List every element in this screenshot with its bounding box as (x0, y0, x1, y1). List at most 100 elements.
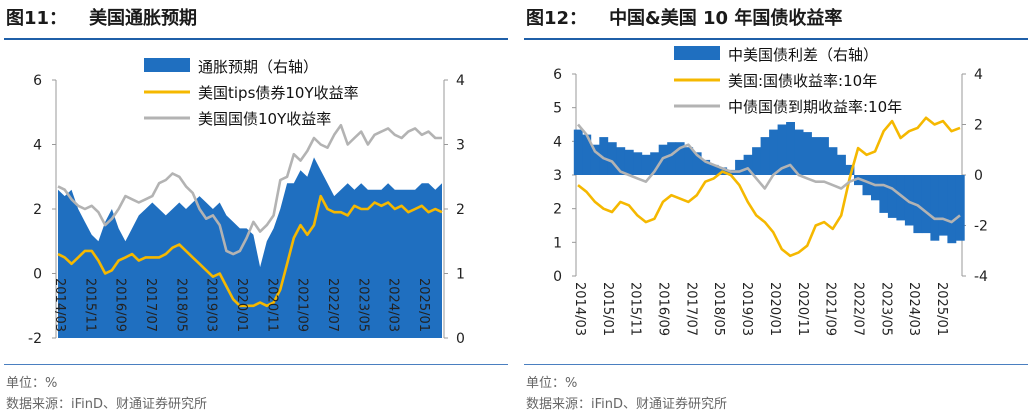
title-rule (4, 38, 508, 40)
legend-label: 美国tips债券10Y收益率 (198, 84, 359, 102)
spread-bar (667, 142, 677, 175)
spread-bar (930, 175, 940, 241)
left-tick-label: 6 (33, 73, 42, 89)
legend-swatch (674, 46, 720, 60)
spread-bar (573, 129, 583, 175)
x-tick-label: 2022/07 (851, 282, 866, 336)
spread-bar (955, 175, 965, 241)
chart-title: 图11： 美国通胀预期 (6, 4, 197, 30)
spread-bar (684, 147, 694, 175)
x-tick-label: 2023/05 (355, 278, 370, 332)
spread-bar (582, 134, 592, 175)
spread-bar (811, 137, 821, 175)
right-tick-label: 0 (974, 168, 983, 184)
series-line-2 (57, 123, 442, 256)
x-tick-label: 2018/05 (173, 278, 188, 332)
footer-rule (4, 364, 508, 365)
spread-bar (786, 122, 795, 175)
right-tick-label: 4 (974, 67, 983, 83)
figure-title: 美国通胀预期 (89, 8, 198, 29)
spread-bar (599, 137, 609, 175)
x-tick-label: 2014/03 (572, 282, 587, 336)
right-tick-label: -2 (974, 219, 988, 235)
x-tick-label: 2020/11 (264, 278, 279, 332)
figure-number: 图11： (6, 8, 68, 29)
x-tick-label: 2024/03 (906, 282, 921, 336)
series-line-1 (57, 194, 443, 308)
spread-bar (769, 129, 778, 175)
spread-bar (828, 147, 838, 175)
legend-label: 美国:国债收益率:10年 (728, 72, 877, 90)
spread-bar (921, 175, 931, 234)
left-tick-label: 5 (553, 101, 562, 117)
x-tick-label: 2017/07 (143, 278, 158, 332)
spread-bar (862, 175, 872, 196)
left-tick-label: -2 (28, 331, 42, 347)
unit-note: 单位：% (6, 376, 58, 391)
x-tick-label: 2021/09 (295, 278, 310, 332)
spread-bar (904, 175, 914, 226)
left-tick-label: 1 (553, 235, 562, 251)
spread-bar (633, 152, 643, 175)
footer-rule (524, 364, 1028, 365)
spread-bar (820, 137, 829, 175)
x-tick-label: 2020/11 (795, 282, 810, 336)
right-tick-label: -4 (974, 269, 988, 285)
right-tick-label: 1 (456, 267, 465, 283)
x-tick-label: 2022/07 (325, 278, 340, 332)
right-tick-label: 2 (456, 202, 465, 218)
yield-chart: 0 1 2 3 4 5 6 -4 -2 0 2 4 2014/03 2015/01 2015/11 2016/… (553, 46, 988, 336)
chart-panel-inflation: 图11： 美国通胀预期 -2 0 2 4 6 0 1 2 3 4 2014/03 2015/11 2016… (4, 0, 512, 414)
right-tick-label: 2 (974, 118, 983, 134)
x-tick-label: 2019/03 (739, 282, 754, 336)
x-tick-label: 2023/05 (878, 282, 893, 336)
x-tick-label: 2014/03 (52, 278, 67, 332)
x-tick-label: 2016/09 (113, 278, 128, 332)
legend-swatch (144, 58, 190, 72)
right-tick-label: 0 (456, 331, 465, 347)
spread-bar (803, 132, 812, 175)
spread-bar (590, 144, 600, 175)
right-tick-label: 3 (456, 138, 465, 154)
spread-bar (701, 159, 711, 175)
x-tick-label: 2015/11 (82, 278, 97, 332)
legend-label: 通胀预期（右轴） (198, 58, 318, 76)
left-tick-label: 3 (553, 168, 562, 184)
x-tick-label: 2019/03 (204, 278, 219, 332)
left-tick-label: 6 (553, 67, 562, 83)
source-note: 数据来源：iFinD、财通证券研究所 (6, 397, 208, 412)
series-line-1 (577, 116, 961, 258)
spread-bar (777, 124, 787, 175)
x-tick-label: 2021/09 (823, 282, 838, 336)
spread-bar (735, 159, 744, 175)
x-tick-label: 2018/05 (711, 282, 726, 336)
spread-bar (692, 152, 702, 175)
x-tick-label: 2015/11 (628, 282, 643, 336)
figure-number: 图12： (526, 8, 588, 29)
spread-bar (794, 129, 804, 175)
chart-panel-yields: 图12： 中国&美国 10 年国债收益率 0 1 2 3 4 5 6 -4 -2 0 2 4 2014/0… (524, 0, 1032, 414)
spread-bar (760, 137, 770, 175)
legend-label: 美国国债10Y收益率 (198, 110, 331, 128)
left-tick-label: 2 (33, 202, 42, 218)
inflation-chart: -2 0 2 4 6 0 1 2 3 4 2014/03 2015/11 2016/09 2017/07 2… (28, 58, 465, 347)
spread-bar (709, 164, 719, 175)
spread-bar (624, 149, 634, 176)
figure-title: 中国&美国 10 年国债收益率 (609, 8, 843, 29)
x-tick-label: 2025/01 (934, 282, 949, 336)
unit-note: 单位：% (526, 376, 578, 391)
left-tick-label: 0 (33, 267, 42, 283)
legend-label: 中债国债到期收益率:10年 (728, 98, 902, 116)
spread-bar (947, 175, 957, 244)
spread-bar (607, 142, 617, 175)
spread-bar (879, 175, 889, 213)
spread-bar (854, 175, 863, 186)
spread-bar (896, 175, 906, 221)
left-tick-label: 2 (553, 202, 562, 218)
spread-bar (837, 154, 846, 175)
spread-bar (845, 164, 855, 175)
x-tick-label: 2017/07 (683, 282, 698, 336)
spread-bar (871, 175, 880, 201)
left-tick-label: 4 (33, 138, 42, 154)
series-line-2 (577, 123, 961, 224)
